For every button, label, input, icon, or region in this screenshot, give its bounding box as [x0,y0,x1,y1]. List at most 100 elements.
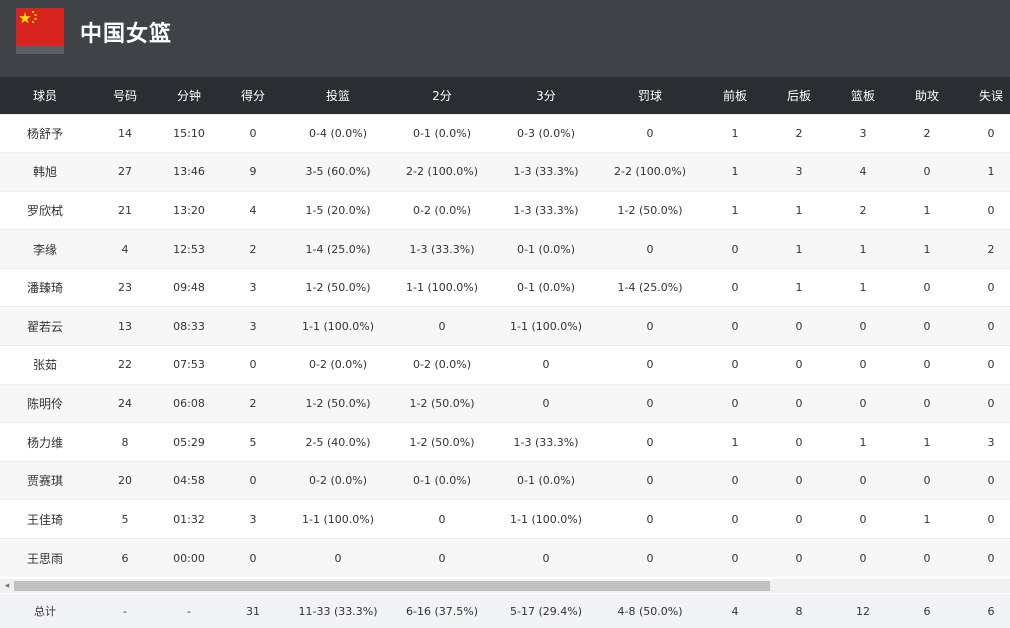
stat-cell: 1-2 (50.0%) [388,383,496,423]
player-name-cell[interactable]: 韩旭 [0,152,90,192]
table-row[interactable]: 韩旭 27 13:46 9 3-5 (60.0%) 2-2 (100.0%) 1-3 (33… [0,152,1010,192]
stat-cell: 0 [960,267,1010,307]
stat-cell: 2-2 (100.0%) [388,152,496,192]
stat-cell: 0 [960,345,1010,385]
table-row[interactable]: 陈明伶 24 06:08 2 1-2 (50.0%) 1-2 (50.0%) 0 0 0 0 0 0 0 [0,383,1010,423]
stat-cell: 9 [218,152,288,192]
totals-cell: - [90,594,160,628]
stat-cell: 0-1 (0.0%) [496,229,596,269]
stat-cell: 0 [596,460,704,500]
stat-cell: 0 [960,383,1010,423]
stat-cell: 3 [218,267,288,307]
table-row[interactable]: 贾赛琪 20 04:58 0 0-2 (0.0%) 0-1 (0.0%) 0-1 (0.0%… [0,460,1010,500]
table-row[interactable]: 王佳琦 5 01:32 3 1-1 (100.0%) 0 1-1 (100.0%) 0 0 0 0 1… [0,499,1010,539]
scroll-left-arrow-icon[interactable]: ◂ [4,581,10,591]
stat-cell: 4 [832,152,894,192]
stat-cell: 5 [218,422,288,462]
column-header[interactable]: 失误 [960,77,1010,114]
column-header[interactable]: 2分 [388,77,496,114]
column-header[interactable]: 助攻 [894,77,960,114]
table-row[interactable]: 李缘 4 12:53 2 1-4 (25.0%) 1-3 (33.3%) 0-1 (0.0%… [0,229,1010,269]
stat-cell: 0 [894,152,960,192]
table-row[interactable]: 罗欣栻 21 13:20 4 1-5 (20.0%) 0-2 (0.0%) 1-3 (33.… [0,190,1010,230]
stat-cell: 04:58 [160,460,218,500]
stat-cell: 2 [832,190,894,230]
column-header[interactable]: 后板 [766,77,832,114]
totals-cell: 6 [894,594,960,628]
stat-cell: 0 [766,383,832,423]
player-name-cell[interactable]: 杨舒予 [0,113,90,153]
totals-cell: 5-17 (29.4%) [496,594,596,628]
horizontal-scrollbar[interactable]: ◂ [0,579,1010,593]
column-header[interactable]: 罚球 [596,77,704,114]
stat-cell: 0 [704,229,766,269]
stat-cell: 0 [704,460,766,500]
stat-cell: 1 [704,422,766,462]
stat-cell: 0 [388,538,496,578]
stat-cell: 0-1 (0.0%) [496,267,596,307]
table-row[interactable]: 杨舒予 14 15:10 0 0-4 (0.0%) 0-1 (0.0%) 0-3 (0.0%… [0,113,1010,153]
table-row[interactable]: 杨力维 8 05:29 5 2-5 (40.0%) 1-2 (50.0%) 1-3 (33.… [0,422,1010,462]
table-row[interactable]: 翟若云 13 08:33 3 1-1 (100.0%) 0 1-1 (100.0%) 0 0 0 0… [0,306,1010,346]
table-row[interactable]: 张茹 22 07:53 0 0-2 (0.0%) 0-2 (0.0%) 0 0 0 0 0 0 0 [0,345,1010,385]
stat-cell: 0 [960,538,1010,578]
stat-cell: 0-4 (0.0%) [288,113,388,153]
stat-cell: 0 [894,267,960,307]
stat-cell: 09:48 [160,267,218,307]
stat-cell: 0-1 (0.0%) [388,460,496,500]
stat-cell: 24 [90,383,160,423]
stat-cell: 1-2 (50.0%) [596,190,704,230]
stat-cell: 0 [960,113,1010,153]
stat-cell: 0-2 (0.0%) [288,460,388,500]
column-header[interactable]: 号码 [90,77,160,114]
stat-cell: 20 [90,460,160,500]
stat-cell: 1-1 (100.0%) [288,306,388,346]
player-name-cell[interactable]: 王思雨 [0,538,90,578]
scrollbar-thumb[interactable] [14,581,770,591]
flag-shadow [16,46,64,54]
player-name-cell[interactable]: 潘臻琦 [0,267,90,307]
player-name-cell[interactable]: 罗欣栻 [0,190,90,230]
column-header[interactable]: 前板 [704,77,766,114]
team-header: 中国女篮 [0,0,1010,77]
column-header[interactable]: 篮板 [832,77,894,114]
stat-cell: 0 [496,383,596,423]
player-name-cell[interactable]: 杨力维 [0,422,90,462]
stat-cell: 14 [90,113,160,153]
player-name-cell[interactable]: 王佳琦 [0,499,90,539]
stat-cell: 0 [894,383,960,423]
player-name-cell[interactable]: 李缘 [0,229,90,269]
stat-cell: 1 [766,190,832,230]
stat-cell: 0 [704,538,766,578]
stat-cell: 3 [766,152,832,192]
table-row[interactable]: 潘臻琦 23 09:48 3 1-2 (50.0%) 1-1 (100.0%) 0-1 (0… [0,267,1010,307]
player-name-cell[interactable]: 陈明伶 [0,383,90,423]
stat-cell: 3-5 (60.0%) [288,152,388,192]
table-header-row: 球员 号码 分钟 得分 投篮 2分 3分 罚球 前板 后板 篮板 助攻 失误 [0,77,1010,114]
stat-cell: 05:29 [160,422,218,462]
stat-cell: 3 [832,113,894,153]
column-header[interactable]: 得分 [218,77,288,114]
stat-cell: 0 [766,499,832,539]
column-header[interactable]: 投篮 [288,77,388,114]
stat-cell: 1-3 (33.3%) [496,190,596,230]
column-header[interactable]: 球员 [0,77,90,114]
stat-cell: 0 [960,306,1010,346]
column-header[interactable]: 分钟 [160,77,218,114]
column-header[interactable]: 3分 [496,77,596,114]
stat-cell: 1-3 (33.3%) [496,152,596,192]
table-row[interactable]: 王思雨 6 00:00 0 0 0 0 0 0 0 0 0 0 [0,538,1010,578]
stat-cell: 1-3 (33.3%) [496,422,596,462]
stat-cell: 8 [90,422,160,462]
stat-cell: 15:10 [160,113,218,153]
player-name-cell[interactable]: 翟若云 [0,306,90,346]
stat-cell: 0 [766,422,832,462]
stat-cell: 1-1 (100.0%) [388,267,496,307]
stat-cell: 2 [218,229,288,269]
player-name-cell[interactable]: 贾赛琪 [0,460,90,500]
stat-cell: 1-2 (50.0%) [288,267,388,307]
player-name-cell[interactable]: 张茹 [0,345,90,385]
stat-cell: 1 [894,190,960,230]
stat-cell: 1-4 (25.0%) [288,229,388,269]
player-stats-table[interactable]: 球员 号码 分钟 得分 投篮 2分 3分 罚球 前板 后板 篮板 助攻 失误 杨… [0,77,1010,578]
